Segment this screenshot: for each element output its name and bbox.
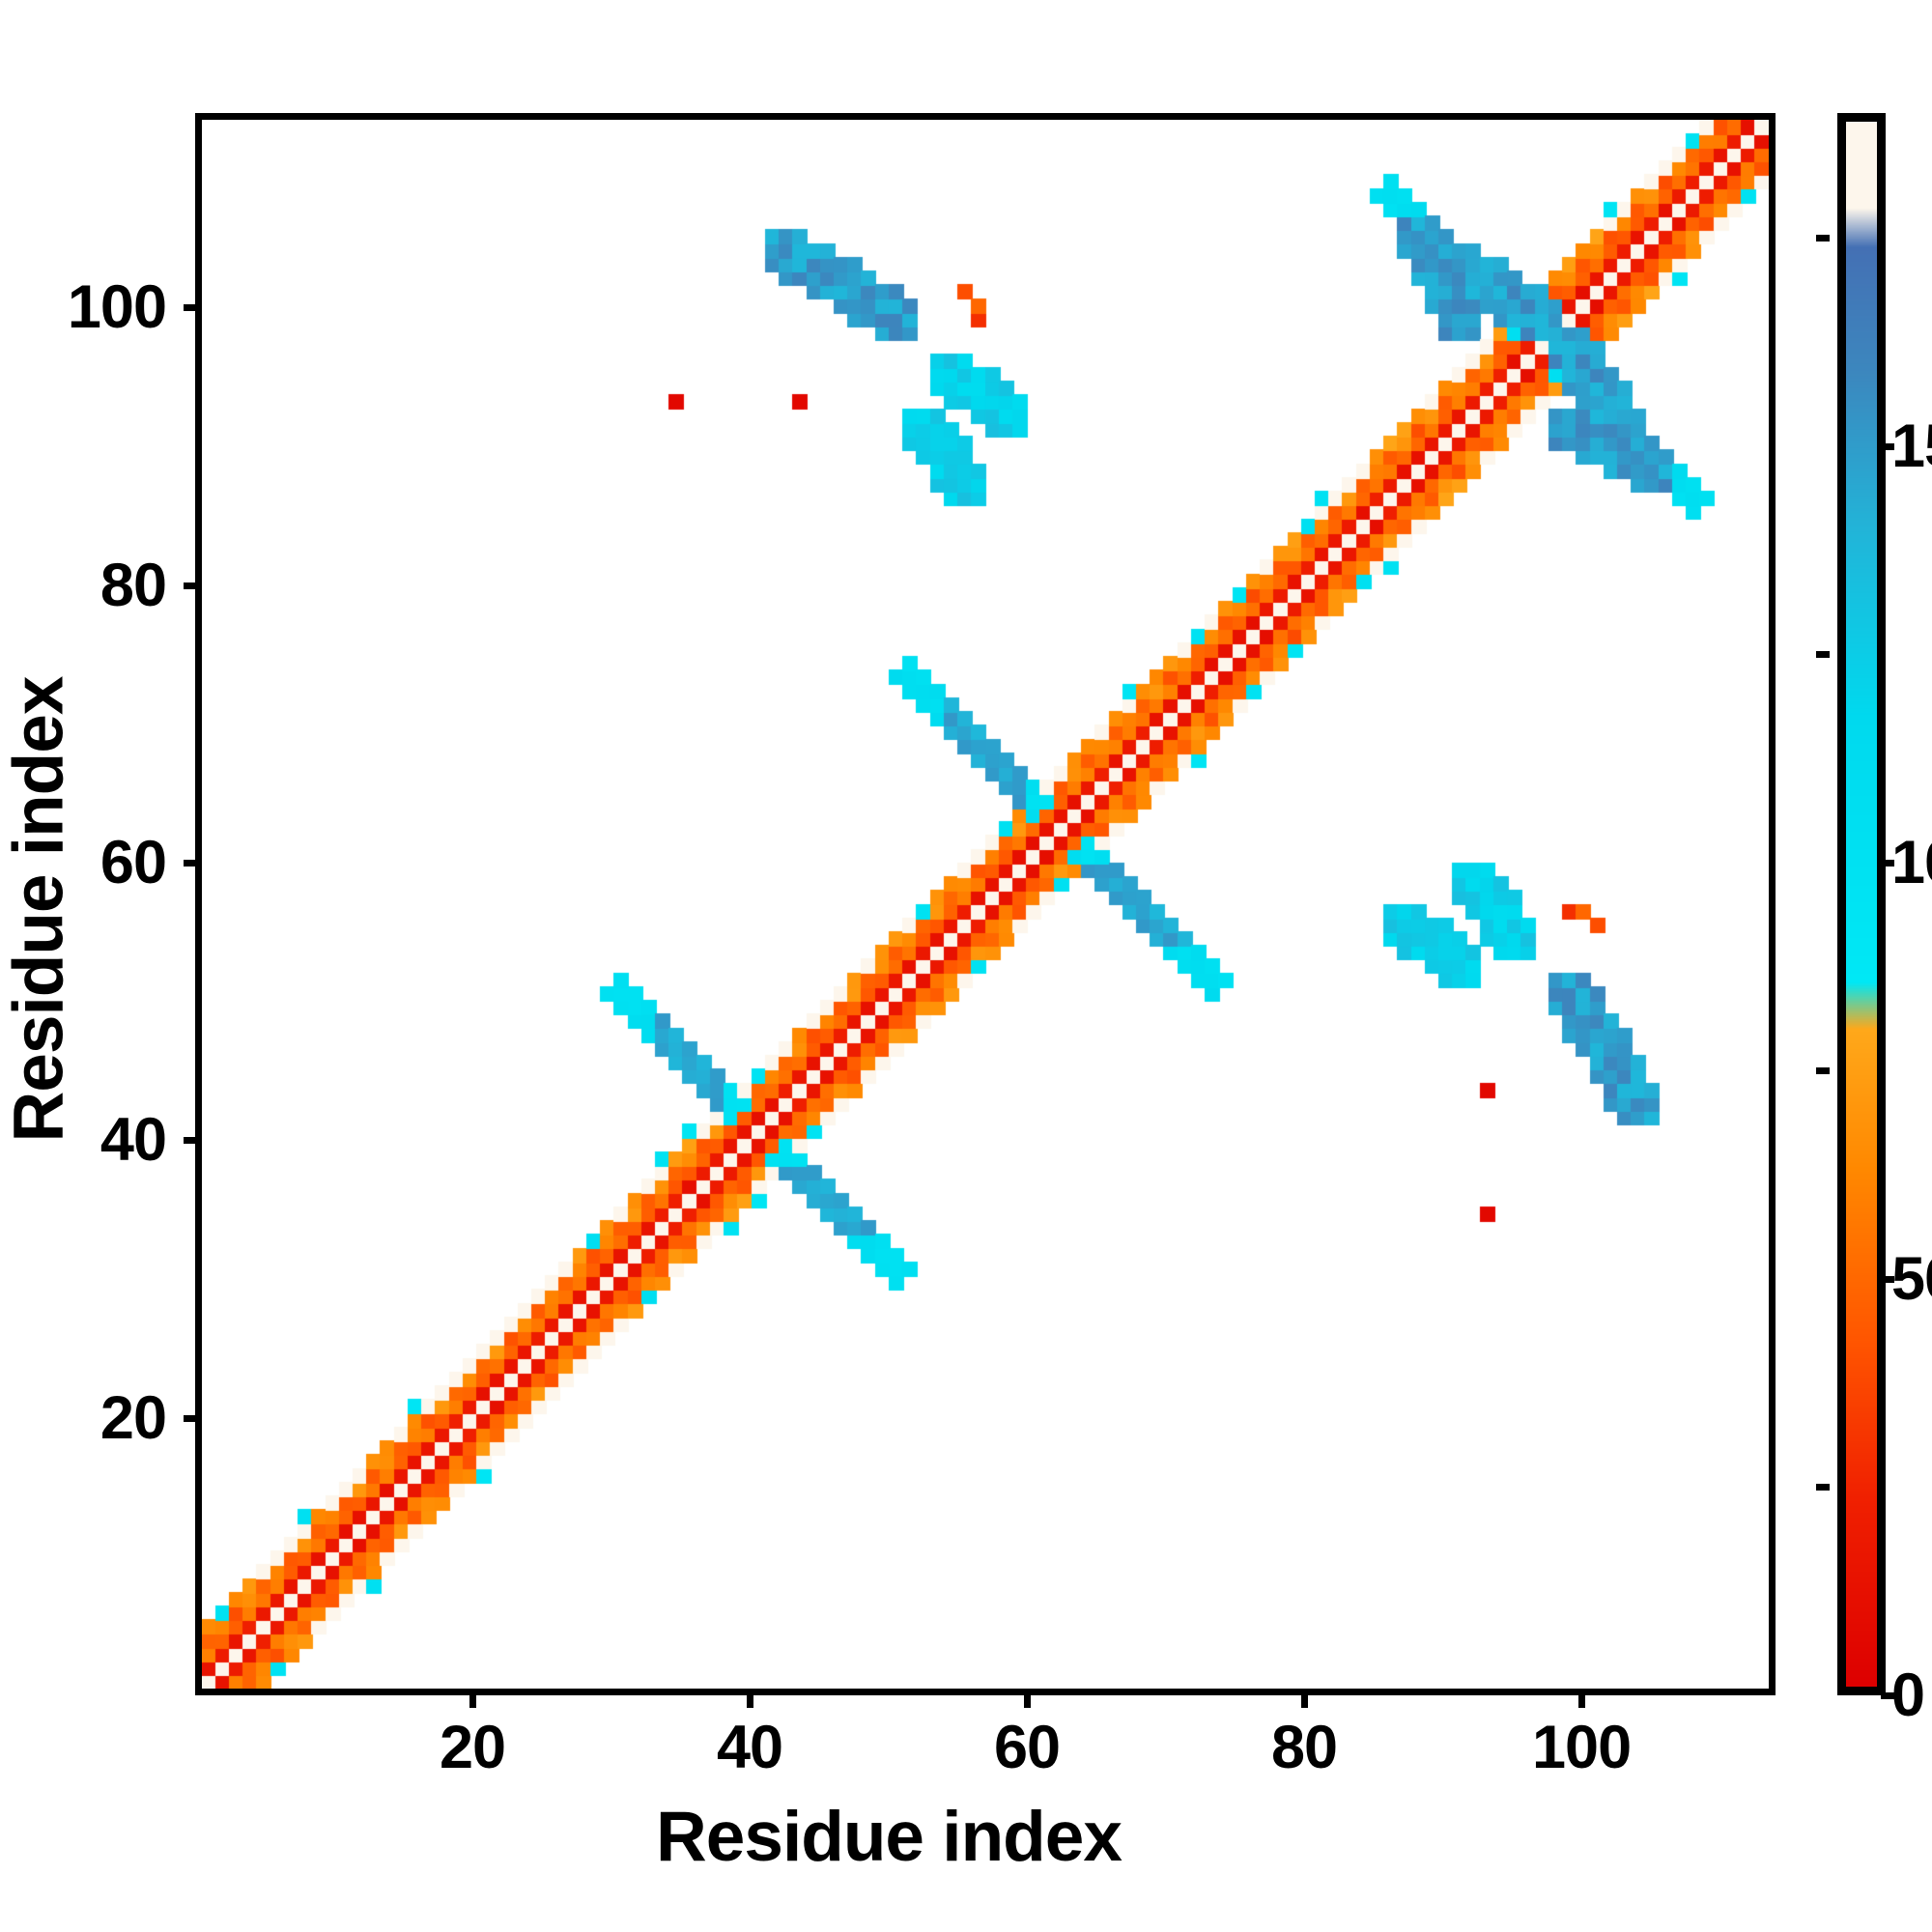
colorbar-label-50: 50: [1891, 1244, 1932, 1313]
x-tick-100: [1578, 1691, 1586, 1708]
x-axis-title: Residue index: [0, 1797, 1932, 1877]
x-tick-label-40: 40: [716, 1714, 783, 1781]
colorbar-label-100: 100: [1891, 828, 1932, 896]
y-tick-label-100: 100: [67, 273, 167, 342]
colorbar-label-0: 0: [1891, 1662, 1925, 1729]
colorbar-label-150: 150: [1891, 412, 1932, 480]
x-tick-20: [469, 1691, 477, 1708]
plot-right-minor-tick: [1816, 1067, 1830, 1075]
plot-right-minor-tick: [1816, 1484, 1830, 1492]
plot-right-minor-tick: [1816, 235, 1830, 242]
y-tick-label-20: 20: [99, 1383, 167, 1452]
x-tick-label-20: 20: [439, 1714, 506, 1781]
plot-area: [195, 113, 1776, 1695]
colorbar-tick-50: [1881, 1275, 1894, 1283]
y-tick-60: [184, 859, 200, 867]
y-tick-label-60: 60: [99, 828, 167, 896]
colorbar-tick-150: [1881, 442, 1894, 450]
y-tick-100: [184, 304, 200, 312]
heatmap-canvas: [202, 120, 1769, 1689]
colorbar-gradient: [1846, 122, 1877, 1687]
colorbar: 0 50 100 150: [1816, 113, 1932, 1729]
y-tick-80: [184, 582, 200, 589]
x-tick-60: [1024, 1691, 1032, 1708]
colorbar-tick-100: [1881, 859, 1894, 867]
x-tick-label-80: 80: [1271, 1714, 1338, 1781]
x-tick-80: [1301, 1691, 1309, 1708]
x-tick-40: [747, 1691, 754, 1708]
y-axis-title: Residue index: [0, 676, 78, 1143]
plot-right-minor-tick: [1816, 651, 1830, 659]
x-axis-title-text: Residue index: [656, 1798, 1122, 1876]
colorbar-tick-0: [1881, 1692, 1894, 1699]
colorbar-frame: [1837, 113, 1886, 1695]
y-tick-20: [184, 1414, 200, 1422]
y-tick-label-80: 80: [99, 551, 167, 619]
x-tick-label-60: 60: [994, 1714, 1061, 1781]
y-tick-label-40: 40: [99, 1106, 167, 1175]
y-tick-40: [184, 1137, 200, 1145]
x-tick-label-100: 100: [1532, 1714, 1632, 1781]
